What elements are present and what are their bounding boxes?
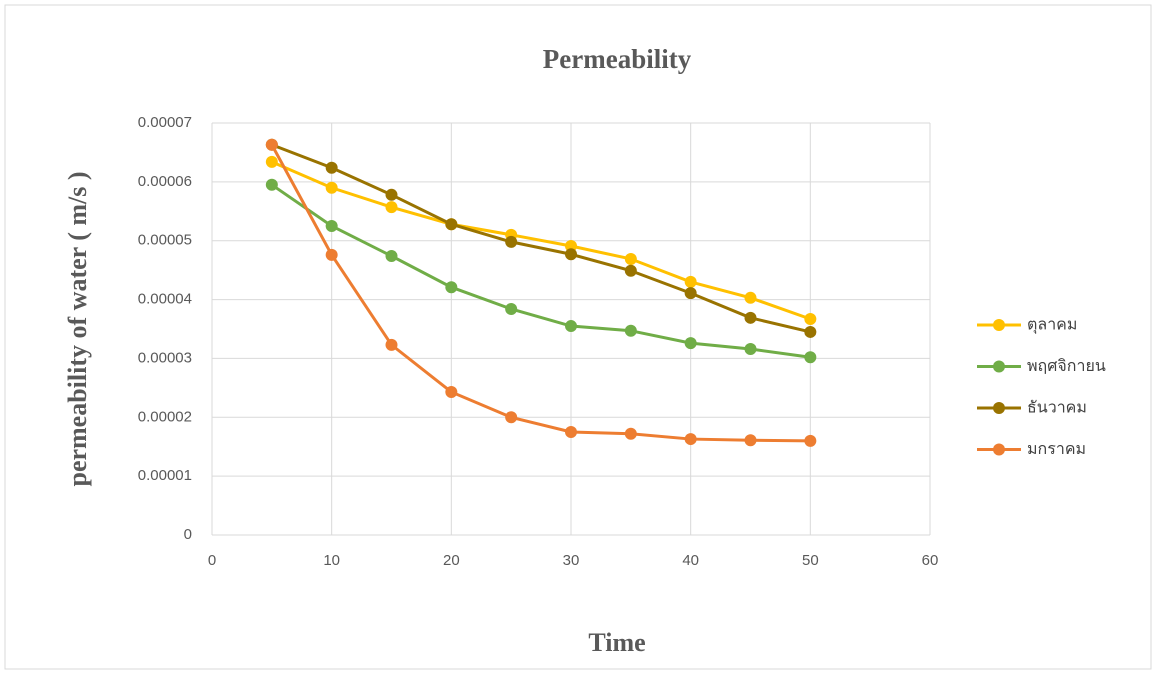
y-tick-label: 0.00002 xyxy=(138,408,192,425)
legend-marker xyxy=(993,402,1005,414)
y-tick-label: 0.00004 xyxy=(138,291,192,308)
data-point xyxy=(445,385,458,398)
data-point xyxy=(804,312,817,325)
series-line xyxy=(270,183,811,359)
data-point xyxy=(505,411,518,424)
data-point xyxy=(565,248,577,261)
y-tick-label: 0.00005 xyxy=(138,232,192,249)
chart-title: Permeability xyxy=(543,44,692,74)
y-tick-label: 0.00007 xyxy=(138,114,192,131)
data-point xyxy=(385,201,398,214)
y-tick-label: 0.00003 xyxy=(138,349,192,366)
series-line xyxy=(270,144,811,443)
data-point xyxy=(684,287,697,300)
data-point xyxy=(325,220,338,232)
data-point xyxy=(505,302,518,315)
legend-marker xyxy=(993,360,1005,373)
data-point xyxy=(624,264,637,277)
y-tick-label: 0 xyxy=(184,526,192,543)
data-point xyxy=(445,218,458,231)
chart-frame xyxy=(4,4,1152,670)
x-axis-label: Time xyxy=(588,628,645,657)
data-point xyxy=(804,434,817,447)
x-tick-label: 60 xyxy=(922,552,939,569)
data-point xyxy=(804,325,817,338)
y-axis-label: permeability of water ( m/s ) xyxy=(63,171,92,486)
data-point xyxy=(385,250,398,263)
data-point xyxy=(744,291,757,304)
x-tick-label: 50 xyxy=(802,552,819,569)
legend-marker xyxy=(993,319,1005,331)
data-point xyxy=(265,178,278,191)
data-point xyxy=(744,311,757,324)
data-point xyxy=(744,343,757,356)
data-point xyxy=(684,433,697,446)
data-point xyxy=(445,281,458,294)
x-tick-label: 10 xyxy=(323,552,340,569)
x-tick-label: 20 xyxy=(443,552,460,569)
x-tick-label: 40 xyxy=(682,552,699,569)
data-point xyxy=(684,337,697,350)
data-point xyxy=(565,426,577,438)
data-point xyxy=(325,248,338,261)
data-point xyxy=(624,324,637,337)
series-line xyxy=(271,160,811,321)
data-point xyxy=(744,434,757,447)
data-point xyxy=(624,427,637,440)
x-tick-label: 0 xyxy=(208,552,216,569)
series-line xyxy=(271,143,811,334)
legend-label: ธันวาคม xyxy=(1027,398,1087,417)
x-tick-label: 30 xyxy=(563,552,580,569)
data-point xyxy=(804,351,817,364)
data-point xyxy=(325,181,338,194)
data-point xyxy=(565,240,577,253)
legend-marker xyxy=(993,443,1005,456)
y-tick-label: 0.00001 xyxy=(138,467,192,484)
legend-label: มกราคม xyxy=(1027,439,1086,458)
data-point xyxy=(565,320,577,333)
data-point xyxy=(684,275,697,288)
data-point xyxy=(325,161,338,174)
legend-label: ตุลาคม xyxy=(1027,315,1077,335)
data-point xyxy=(624,252,637,265)
data-point xyxy=(385,338,398,351)
y-tick-label: 0.00006 xyxy=(138,173,192,190)
legend-label: พฤศจิกายน xyxy=(1027,356,1106,375)
data-point xyxy=(505,235,518,248)
data-point xyxy=(385,188,398,201)
data-point xyxy=(265,138,278,151)
data-point xyxy=(265,155,278,168)
